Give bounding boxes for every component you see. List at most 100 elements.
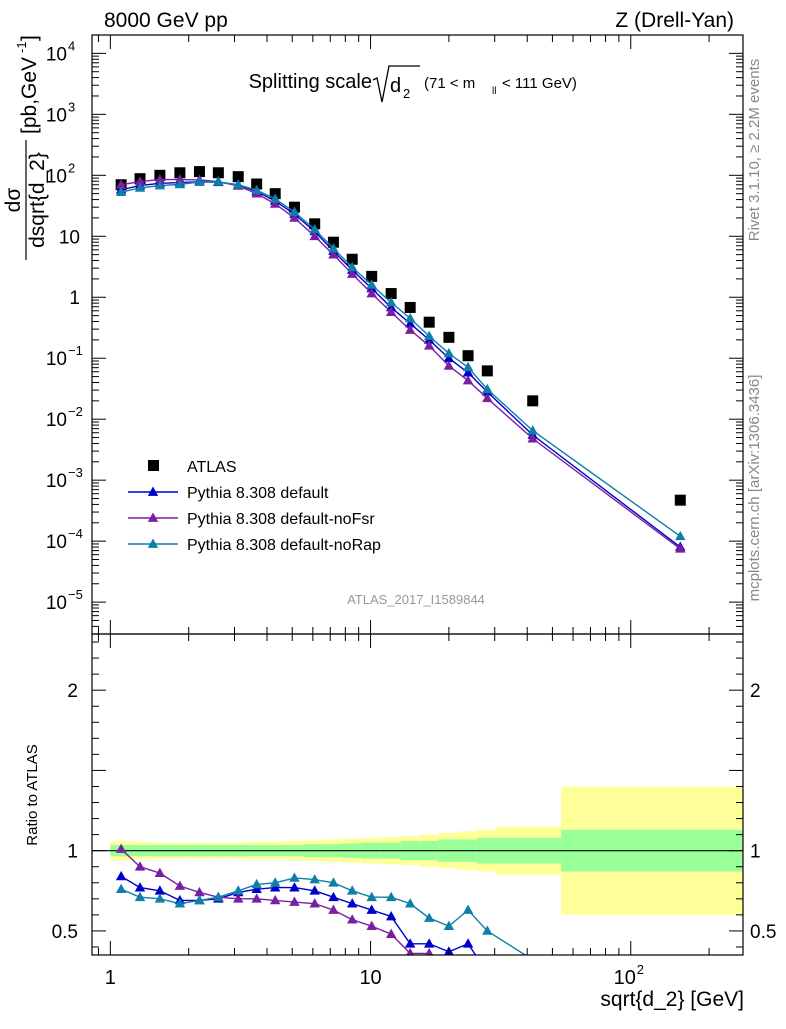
mc-data-point (404, 312, 416, 323)
mc-data-point (309, 223, 320, 234)
ratio-data-point (328, 904, 339, 914)
y-tick-label: 10 (59, 227, 80, 248)
ylabel-unit-exp: -1 (14, 41, 29, 53)
mc-series-line-1 (120, 181, 681, 548)
ratio-data-point (269, 894, 281, 905)
ratio-plot-content (115, 843, 534, 955)
atlas-data-point (212, 167, 224, 179)
mc-data-point (174, 178, 186, 189)
main-plot-content (115, 166, 686, 553)
rivet-label: Rivet 3.1.10, ≥ 2.2M events (746, 59, 763, 242)
atlas-data-point (674, 494, 686, 506)
atlas-data-point (481, 365, 493, 377)
ratio-data-point (366, 891, 377, 902)
mc-data-point (366, 288, 377, 298)
x-tick-label: 10 (359, 967, 381, 989)
x-tick-label: 1 (105, 967, 116, 989)
mc-data-point (213, 176, 224, 186)
atlas-data-point (423, 316, 435, 328)
y-tick-label-exponent: −1 (68, 343, 83, 358)
atlas-data-point (385, 288, 397, 300)
mc-data-point (423, 330, 435, 341)
mcplots-label: mcplots.cern.ch [arXiv:1306.3436] (746, 375, 763, 602)
legend-label: Pythia 8.308 default-noFsr (187, 511, 375, 528)
x-tick-label: 10 (614, 967, 636, 989)
mc-data-point (462, 375, 474, 385)
title-text: Splitting scale (249, 71, 372, 93)
axis-ticks (92, 35, 743, 955)
legend-marker-mc (147, 512, 159, 522)
ratio-data-point (269, 877, 281, 887)
atlas-data-point (174, 167, 186, 179)
ratio-data-point (309, 874, 320, 884)
mc-data-point (328, 243, 339, 253)
ratio-ylabel: Ratio to ATLAS (24, 744, 41, 845)
ratio-data-point (115, 843, 127, 853)
mc-data-point (346, 261, 358, 272)
mc-data-point (423, 340, 435, 350)
ratio-data-point (251, 893, 262, 903)
mc-series-line-2 (121, 178, 681, 550)
ratio-y-tick-label-right: 2 (750, 681, 761, 702)
mc-data-point (115, 179, 127, 189)
ratio-data-point (232, 893, 244, 903)
legend-label: Pythia 8.308 default-noRap (187, 537, 381, 554)
atlas-data-point (193, 166, 205, 178)
legend: ATLAS Pythia 8.308 default Pythia 8.308 de… (128, 459, 381, 554)
mc-data-point (482, 392, 493, 403)
ratio-series-line-0 (120, 875, 477, 955)
mc-data-point (269, 193, 281, 203)
ratio-data-point (425, 947, 434, 955)
mc-data-point (154, 180, 166, 190)
ratio-data-point (385, 910, 397, 921)
atlas-data-point (366, 270, 378, 282)
ratio-data-point (404, 898, 416, 908)
mc-data-point (328, 249, 339, 259)
ratio-data-point (443, 920, 455, 930)
ratio-data-point (482, 925, 493, 935)
ratio-y-tick-label-right: 1 (750, 842, 761, 863)
ratio-data-point (346, 914, 358, 924)
ratio-data-point (269, 882, 281, 892)
legend-marker-atlas (148, 460, 159, 471)
ratio-xlabel: sqrt{d_2} [GeV] (600, 988, 744, 1011)
mc-data-point (134, 182, 146, 192)
ratio-data-point (194, 886, 205, 897)
ratio-data-point (385, 928, 397, 938)
ratio-data-point (406, 947, 415, 955)
ratio-data-point (134, 882, 146, 892)
y-tick-label-exponent: 3 (68, 99, 75, 114)
ratio-data-point (289, 882, 300, 892)
ratio-data-point (366, 920, 377, 930)
ratio-data-point (194, 894, 205, 905)
y-tick-label-exponent: −2 (68, 404, 83, 419)
y-tick-label: 10 (46, 44, 67, 65)
y-tick-label: 10 (46, 349, 67, 370)
ratio-y-tick-label-left: 1 (67, 842, 78, 863)
ratio-data-point (134, 891, 146, 902)
ratio-frame (91, 633, 744, 956)
atlas-data-point (346, 253, 358, 265)
ylabel-denominator: dsqrt{d_2} (26, 152, 49, 248)
mc-data-point (675, 530, 686, 541)
y-tick-label-exponent: 4 (68, 38, 75, 53)
ratio-data-point (174, 880, 186, 890)
mc-data-point (232, 179, 244, 189)
ratio-data-point (462, 904, 474, 914)
mc-data-point (154, 174, 166, 184)
ratio-data-point (174, 898, 186, 908)
ratio-data-point (213, 891, 224, 902)
legend-marker-mc (147, 486, 159, 496)
header-left: 8000 GeV pp (104, 9, 228, 32)
y-tick-label: 10 (46, 166, 67, 187)
ratio-y-tick-label-left: 2 (67, 681, 78, 702)
ratio-data-point (423, 938, 435, 948)
mc-data-point (251, 184, 262, 195)
ratio-uncertainty-bands (92, 786, 743, 915)
ratio-data-point (232, 885, 244, 895)
legend-label: ATLAS (187, 459, 237, 476)
mc-data-point (462, 367, 474, 377)
ratio-data-point (328, 877, 339, 887)
ratio-data-point (154, 867, 166, 877)
